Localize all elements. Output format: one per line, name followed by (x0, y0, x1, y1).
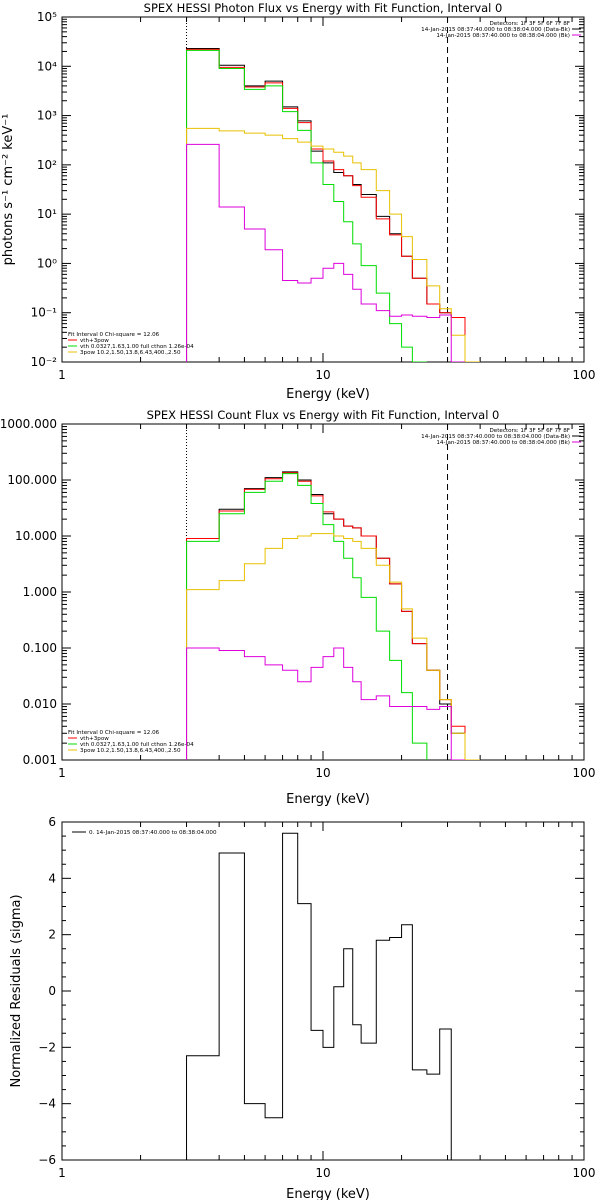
photon-y-tick-label: 10⁴ (37, 59, 57, 73)
photon-legend-entry: 14-Jan-2015 08:37:40.000 to 08:38:04.000… (421, 27, 570, 33)
count-legend-detectors: Detectors: 1F 3F 5F 6F 7F 8F (489, 428, 570, 434)
photon-chart: 1 10 100 10⁻² 10⁻¹ 10⁰ 10¹ 10² 10³ 10⁴ 10⁵ SPEX HES… (1, 1, 595, 402)
resid-series-0-line (186, 832, 452, 1160)
count-y-tick-label: 10.000 (15, 529, 57, 543)
count-x-tick-label: 10 (315, 766, 330, 780)
count-y-tick-label: 0.001 (23, 753, 57, 767)
photon-legend-entry: 14-Jan-2015 08:37:40.000 to 08:38:04.000… (436, 33, 570, 39)
photon-fit-legend-entry: 3pow 10.2,1.50,13.8,6.43,400.,2.50 (80, 350, 181, 356)
count-fit-legend-entry: vth+3pow (80, 736, 109, 742)
resid-y-tick-label: 2 (48, 928, 56, 942)
count-chart: 1 10 100 0.001 0.010 0.100 1.000 10.000 100.000 1… (0, 408, 595, 807)
photon-plot-frame (61, 16, 585, 363)
count-series-2-line (186, 473, 428, 760)
photon-fit-legend-header: Fit Interval 0 Chi-square = 12.06 (68, 332, 160, 338)
photon-fit-legend-entry: vth+3pow (80, 338, 109, 344)
resid-y-tick-label: 6 (48, 815, 56, 829)
photon-y-tick-label: 10³ (37, 109, 57, 123)
count-series-1-line (186, 472, 466, 760)
count-y-tick-label: 0.100 (23, 641, 57, 655)
count-series-4-line (186, 647, 465, 760)
count-fit-legend-entry: 3pow 10.2,1.50,13.8,6.43,400.,2.50 (80, 748, 181, 754)
resid-x-tick-label: 100 (573, 1166, 596, 1180)
count-y-tick-label: 1000.000 (0, 417, 57, 431)
resid-chart: 1 10 100 −6 −4 −2 0 2 4 6 Energy (keV) Normalized R… (9, 815, 596, 1202)
photon-legend-detectors: Detectors: 1F 3F 5F 6F 7F 8F (489, 21, 570, 27)
resid-x-tick-label: 1 (58, 1166, 66, 1180)
photon-series-0-line (186, 47, 466, 362)
photon-y-tick-label: 10⁻² (31, 355, 58, 369)
count-fit-legend-header: Fit Interval 0 Chi-square = 12.06 (68, 730, 160, 736)
photon-y-tick-label: 10⁵ (37, 10, 57, 24)
photon-x-axis-label: Energy (keV) (286, 387, 370, 402)
photon-x-tick-label: 1 (58, 368, 66, 382)
resid-y-tick-label: −4 (38, 1097, 56, 1111)
count-plot-frame (61, 423, 585, 761)
count-y-tick-label: 100.000 (7, 473, 57, 487)
photon-y-tick-label: 10¹ (37, 207, 57, 221)
count-series-0-line (186, 471, 466, 760)
resid-plot-frame (61, 821, 585, 1161)
count-legend-entry: 14-Jan-2015 08:37:40.000 to 08:38:04.000… (436, 440, 570, 446)
photon-x-tick-label: 10 (315, 368, 330, 382)
resid-legend-entry: 0. 14-Jan-2015 08:37:40.000 to 08:38:04.… (89, 830, 217, 836)
photon-y-axis-label: photons s⁻¹ cm⁻² keV⁻¹ (1, 114, 16, 266)
photon-y-tick-label: 10⁻¹ (31, 306, 58, 320)
count-y-tick-label: 1.000 (23, 585, 57, 599)
count-fit-legend-entry: vth 0.0327,1.63,1.00 full cthon 1.26e-04 (80, 742, 194, 748)
count-y-tick-label: 0.010 (23, 697, 57, 711)
photon-x-tick-label: 100 (573, 368, 596, 382)
photon-y-tick-label: 10⁰ (37, 256, 57, 270)
resid-y-tick-label: −6 (38, 1153, 56, 1167)
resid-x-axis-label: Energy (keV) (286, 1187, 370, 1200)
resid-y-tick-label: 4 (48, 871, 56, 885)
photon-y-tick-label: 10² (37, 158, 57, 172)
count-series-3-line (186, 533, 481, 760)
resid-x-tick-label: 10 (315, 1166, 330, 1180)
resid-y-tick-label: 0 (48, 984, 56, 998)
count-series-group (186, 471, 481, 760)
resid-y-axis-label: Normalized Residuals (sigma) (9, 894, 24, 1087)
photon-title: SPEX HESSI Photon Flux vs Energy with Fi… (144, 1, 503, 15)
count-x-tick-label: 1 (58, 766, 66, 780)
resid-y-tick-label: −2 (38, 1040, 56, 1054)
resid-series-group (186, 832, 452, 1160)
photon-series-4-line (186, 143, 465, 362)
count-x-tick-label: 100 (573, 766, 596, 780)
count-legend-entry: 14-Jan-2015 08:37:40.000 to 08:38:04.000… (421, 434, 570, 440)
count-x-axis-label: Energy (keV) (286, 792, 370, 807)
photon-fit-legend-entry: vth 0.0327,1.63,1.00 full cthon 1.26e-04 (80, 344, 194, 350)
photon-series-1-line (186, 48, 466, 362)
count-title: SPEX HESSI Count Flux vs Energy with Fit… (147, 408, 500, 422)
photon-series-group (186, 47, 481, 362)
photon-series-2-line (186, 49, 427, 362)
photon-series-3-line (186, 127, 481, 362)
